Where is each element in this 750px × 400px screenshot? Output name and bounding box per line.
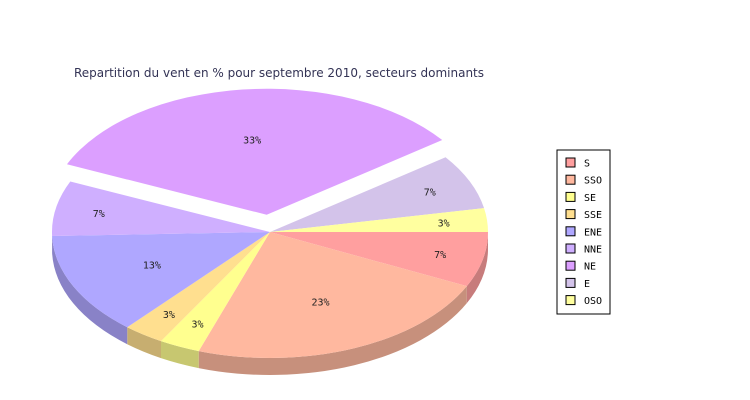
slice-label-nne: 7% — [93, 209, 105, 220]
legend-label-sso: SSO — [584, 176, 602, 187]
legend-label-nne: NNE — [584, 245, 602, 256]
slice-label-oso: 3% — [438, 218, 450, 229]
pie-side-sso — [198, 286, 467, 375]
legend-label-se: SE — [584, 193, 596, 204]
slice-label-sse: 3% — [163, 310, 175, 321]
legend-label-oso: OSO — [584, 296, 602, 307]
legend-label-s: S — [584, 159, 590, 170]
pie-side-s — [466, 232, 488, 304]
pie-slice-ne — [66, 88, 443, 215]
legend-swatch-e — [565, 277, 576, 288]
pie-slice-sse — [127, 232, 270, 342]
legend-label-ene: ENE — [584, 227, 602, 238]
chart-title: Repartition du vent en % pour septembre … — [74, 66, 484, 80]
pie-side-se — [161, 341, 199, 369]
slice-label-e: 7% — [424, 188, 436, 199]
pie-slice-se — [161, 232, 270, 352]
pie-slice-e — [270, 157, 485, 232]
legend-swatch-se — [565, 191, 576, 202]
legend-swatch-ne — [565, 260, 576, 271]
slice-label-se: 3% — [192, 320, 204, 331]
pie-slice-oso — [270, 208, 488, 232]
pie-group: 7% 23% 3% 3% 13% 7% 33% 7% 3% — [51, 88, 488, 375]
legend-swatch-nne — [565, 243, 576, 254]
slice-label-sso: 23% — [312, 298, 330, 309]
legend-swatch-oso — [565, 295, 576, 306]
pie-slice-s — [270, 232, 488, 287]
legend-swatch-sse — [565, 209, 576, 220]
legend-swatch-ene — [565, 226, 576, 237]
slice-label-ene: 13% — [143, 260, 161, 271]
pie-side-sse — [127, 327, 161, 359]
pie-side-ene — [52, 235, 128, 345]
pie-slice-nne — [51, 181, 270, 236]
slice-label-s: 7% — [434, 250, 446, 261]
slice-label-ne: 33% — [243, 136, 261, 147]
legend-swatch-sso — [565, 174, 576, 185]
legend-label-ne: NE — [584, 262, 596, 273]
legend-label-sse: SSE — [584, 210, 602, 221]
legend-label-e: E — [584, 279, 590, 290]
legend-swatch-s — [565, 157, 576, 168]
legend: S SSO SE SSE ENE NNE NE E OSO — [556, 149, 611, 315]
pie-slice-sso — [198, 232, 467, 359]
pie-slice-ene — [52, 232, 270, 328]
